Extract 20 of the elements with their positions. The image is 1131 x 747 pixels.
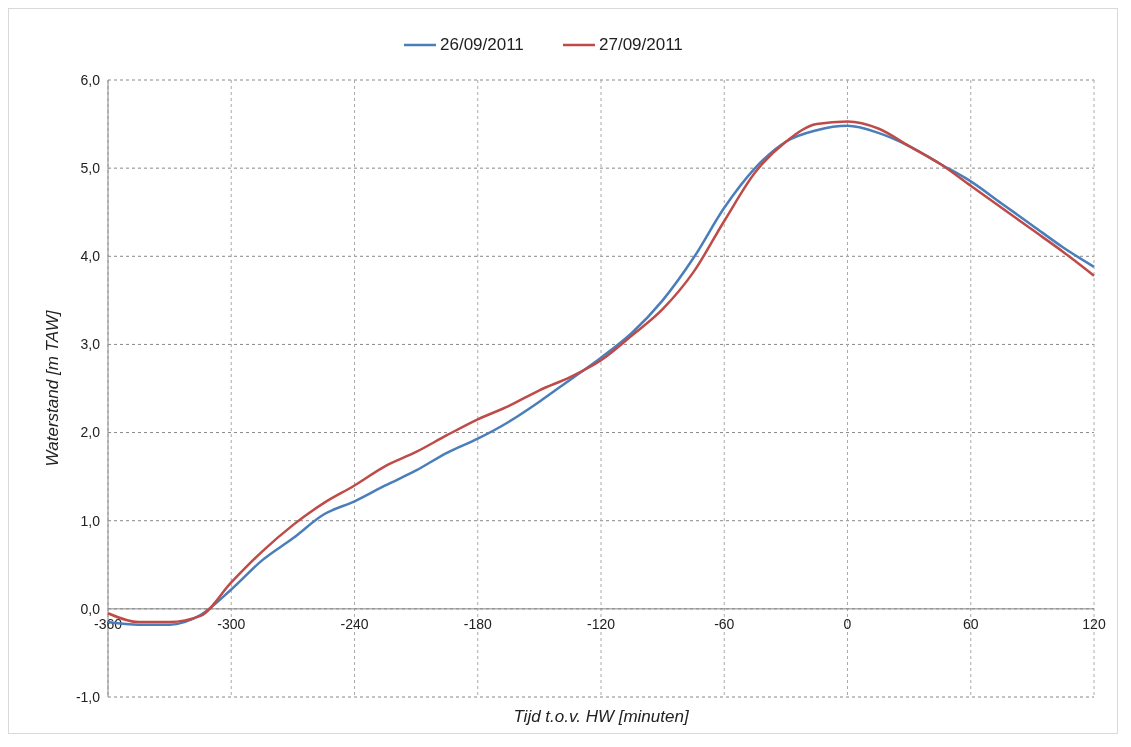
x-tick-label: -300 <box>217 615 246 632</box>
x-tick-label: -180 <box>463 615 492 632</box>
x-tick-label: -60 <box>714 615 735 632</box>
x-tick-label: 60 <box>962 615 979 632</box>
y-tick-label: 5,0 <box>80 160 101 177</box>
y-tick-label: 4,0 <box>80 248 101 265</box>
y-tick-label: 1,0 <box>80 512 101 529</box>
x-tick-label: -120 <box>586 615 616 632</box>
x-tick-label: 0 <box>843 615 852 632</box>
y-tick-label: 2,0 <box>80 424 101 441</box>
x-tick-label: -240 <box>340 615 369 632</box>
y-tick-label: -1,0 <box>75 688 101 705</box>
y-tick-label: 6,0 <box>80 71 101 88</box>
legend-label: 26/09/2011 <box>440 35 524 54</box>
legend-label: 27/09/2011 <box>599 35 683 54</box>
y-tick-label: 0,0 <box>80 600 101 617</box>
x-tick-label: 120 <box>1082 615 1106 632</box>
x-axis-title: Tijd t.o.v. HW [minuten] <box>513 707 690 726</box>
y-tick-label: 3,0 <box>80 336 101 353</box>
y-axis-title: Waterstand [m TAW] <box>43 309 62 467</box>
